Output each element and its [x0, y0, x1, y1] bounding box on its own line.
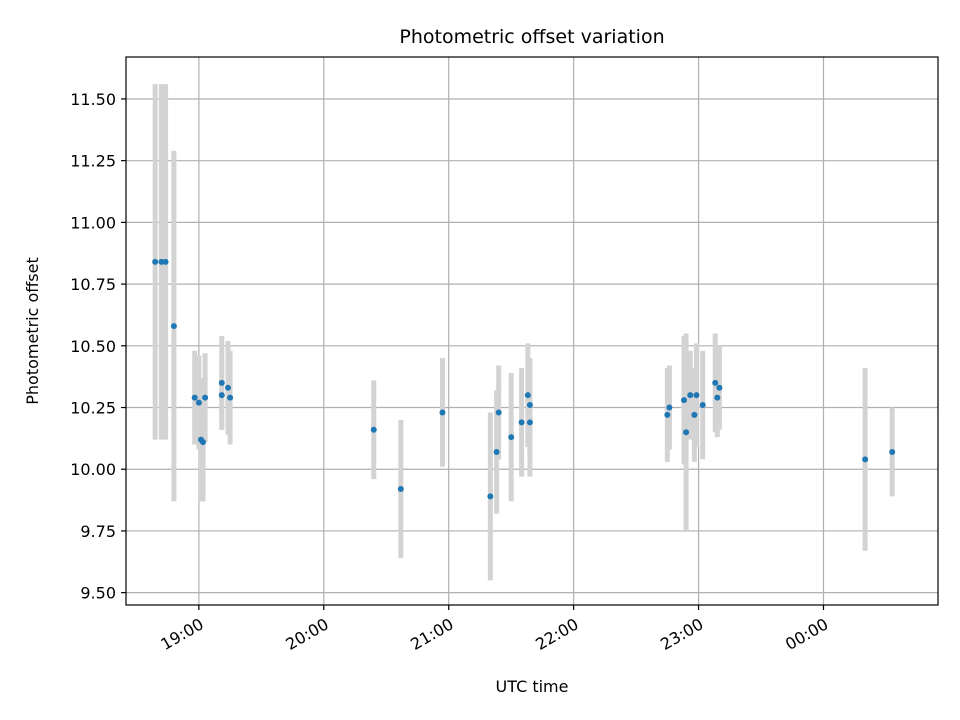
data-point	[518, 419, 525, 426]
data-point	[495, 409, 502, 416]
data-point	[158, 258, 165, 265]
data-point	[170, 323, 177, 330]
data-point	[666, 404, 673, 411]
data-point	[712, 379, 719, 386]
data-point	[526, 419, 533, 426]
chart-title: Photometric offset variation	[399, 26, 664, 48]
data-point	[508, 434, 515, 441]
data-point	[370, 426, 377, 433]
y-tick-label: 10.50	[70, 337, 116, 356]
data-point	[162, 258, 169, 265]
data-point	[664, 411, 671, 418]
data-point	[225, 384, 232, 391]
y-tick-label: 10.00	[70, 460, 116, 479]
x-axis-label: UTC time	[496, 677, 569, 696]
data-point	[439, 409, 446, 416]
data-point	[227, 394, 234, 401]
data-point	[397, 485, 404, 492]
data-point	[524, 392, 531, 399]
plot-frame	[125, 56, 939, 606]
data-point	[687, 392, 694, 399]
data-points	[152, 258, 896, 500]
y-tick-label: 10.25	[70, 399, 116, 418]
data-point	[191, 394, 198, 401]
data-point	[218, 392, 225, 399]
data-point	[526, 402, 533, 409]
data-point	[218, 379, 225, 386]
data-point	[691, 411, 698, 418]
data-point	[693, 392, 700, 399]
data-point	[889, 448, 896, 455]
y-tick-label: 9.75	[80, 522, 116, 541]
data-point	[862, 456, 869, 463]
data-point	[195, 399, 202, 406]
grid	[126, 57, 938, 605]
ticks: 9.50 9.75 10.00 10.25 10.50 10.75 11.00 11.25 11…	[70, 90, 831, 654]
data-point	[683, 429, 690, 436]
data-point	[202, 394, 209, 401]
data-point	[493, 448, 500, 455]
y-tick-label: 11.00	[70, 213, 116, 232]
data-point	[487, 493, 494, 500]
y-axis-label: Photometric offset	[23, 257, 42, 405]
y-tick-label: 11.25	[70, 152, 116, 171]
data-point	[714, 394, 721, 401]
data-point	[200, 439, 207, 446]
data-point	[699, 402, 706, 409]
data-point	[152, 258, 159, 265]
y-tick-label: 11.50	[70, 90, 116, 109]
data-point	[680, 397, 687, 404]
y-tick-label: 10.75	[70, 275, 116, 294]
y-tick-label: 9.50	[80, 584, 116, 603]
data-point	[716, 384, 723, 391]
